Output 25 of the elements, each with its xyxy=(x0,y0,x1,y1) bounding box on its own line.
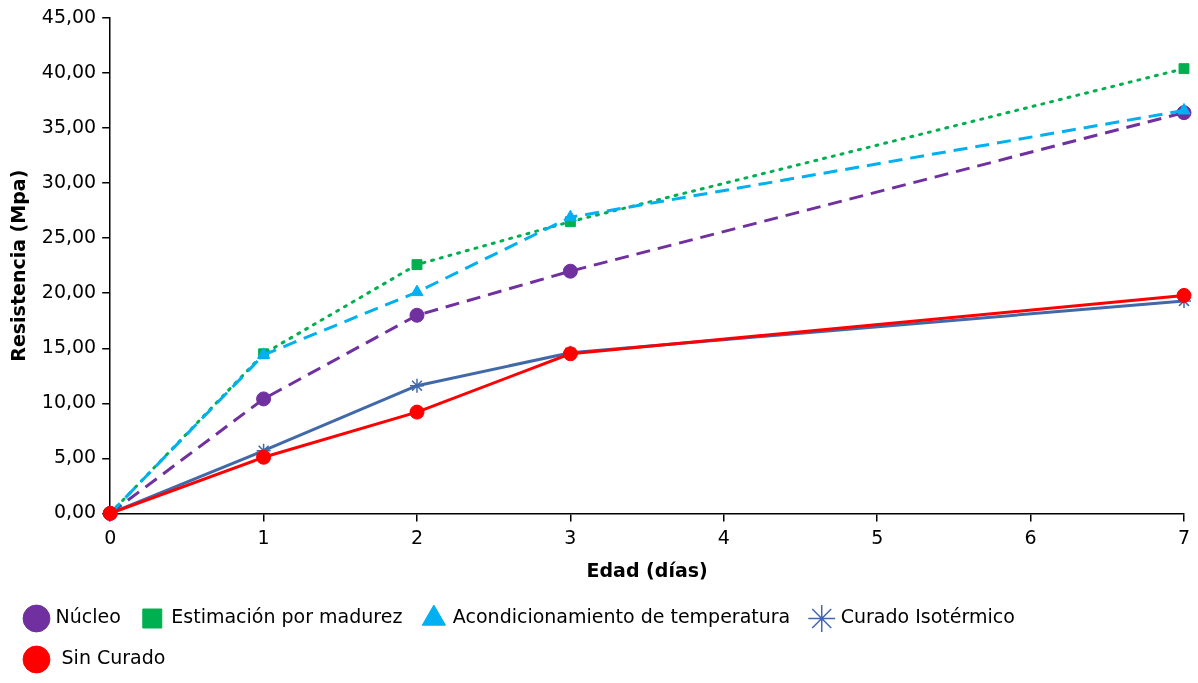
x-tick-label: 7 xyxy=(1177,525,1191,548)
y-tick-label: 5,00 xyxy=(53,445,97,468)
legend-label: Curado Isotérmico xyxy=(840,605,1015,628)
legend-label: Sin Curado xyxy=(55,646,166,669)
y-tick-label: 20,00 xyxy=(41,280,97,303)
y-tick-label: 25,00 xyxy=(41,225,97,248)
y-tick-label: 10,00 xyxy=(41,390,97,413)
y-tick-label: 30,00 xyxy=(41,170,97,193)
y-axis-title: Resistencia (Mpa) xyxy=(7,169,30,362)
y-tick-label: 0,00 xyxy=(53,500,97,523)
y-tick-label: 15,00 xyxy=(41,335,97,358)
x-tick-label: 4 xyxy=(717,525,730,548)
legend-label: Acondicionamiento de temperatura xyxy=(452,605,791,628)
x-tick-label: 3 xyxy=(564,525,577,548)
x-axis-title: Edad (días) xyxy=(586,558,708,581)
legend-label: Núcleo xyxy=(55,605,121,628)
y-tick-label: 35,00 xyxy=(41,115,97,138)
x-tick-label: 5 xyxy=(871,525,884,548)
y-tick-label: 40,00 xyxy=(41,59,97,82)
legend-label: Estimación por madurez xyxy=(171,605,403,628)
x-tick-label: 1 xyxy=(257,525,270,548)
x-tick-label: 6 xyxy=(1024,525,1037,548)
x-tick-label: 0 xyxy=(104,525,117,548)
x-tick-label: 2 xyxy=(410,525,424,548)
y-tick-label: 45,00 xyxy=(41,4,97,27)
